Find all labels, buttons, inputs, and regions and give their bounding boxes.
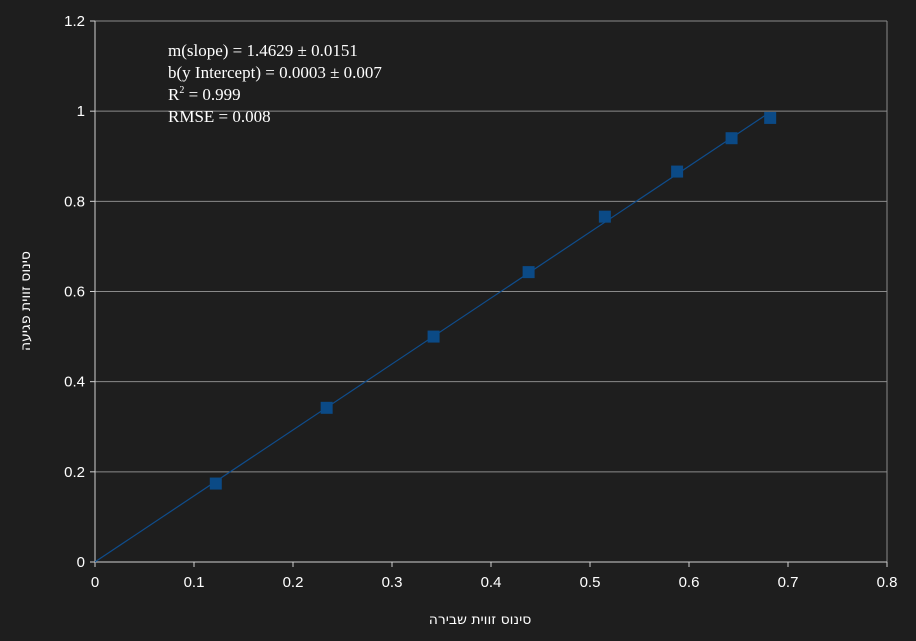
data-point — [522, 266, 535, 279]
data-point — [671, 165, 684, 178]
data-point — [725, 132, 738, 145]
y-tick-label: 0.2 — [64, 464, 85, 481]
data-point — [320, 401, 333, 414]
y-tick-label: 0.8 — [64, 193, 85, 210]
fit-annotation: m(slope) = 1.4629 ± 0.0151 b(y Intercept… — [168, 41, 382, 126]
x-tick-label: 0.6 — [679, 574, 700, 591]
x-tick-label: 0.5 — [580, 574, 601, 591]
y-tick-label: 0.4 — [64, 374, 85, 391]
y-axis-label: סינוס זווית פגיעה — [18, 251, 34, 351]
fit-slope-text: m(slope) = 1.4629 ± 0.0151 — [168, 41, 358, 60]
x-tick-label: 0.8 — [877, 574, 898, 591]
fit-r2-value: = 0.999 — [184, 85, 240, 104]
grid-layer — [95, 20, 887, 473]
data-point — [598, 210, 611, 223]
x-tick-label: 0.4 — [481, 574, 502, 591]
fit-rmse-text: RMSE = 0.008 — [168, 107, 271, 126]
fit-r2-text: R2 = 0.999 — [168, 85, 241, 104]
x-tick-label: 0.3 — [382, 574, 403, 591]
y-tick-label: 1.2 — [64, 13, 85, 30]
y-tick-label: 0.6 — [64, 284, 85, 301]
x-tick-label: 0 — [91, 574, 99, 591]
data-point — [764, 111, 777, 124]
fit-intercept-text: b(y Intercept) = 0.0003 ± 0.007 — [168, 63, 382, 82]
data-point — [427, 330, 440, 343]
y-tick-label: 1 — [77, 103, 85, 120]
x-tick-label: 0.7 — [778, 574, 799, 591]
fit-r2-base: R — [168, 85, 180, 104]
data-point — [209, 477, 222, 490]
x-tick-label: 0.2 — [283, 574, 304, 591]
fit-r2-superscript: 2 — [179, 85, 184, 96]
data-points — [209, 111, 777, 490]
axes-layer — [90, 20, 888, 567]
x-tick-label: 0.1 — [184, 574, 205, 591]
x-axis-label: סינוס זווית שבירה — [429, 612, 532, 628]
tick-labels: 0 0.2 0.4 0.6 0.8 1 1.2 0 0.1 0.2 0.3 0.4 0.5 0.6 0.7 0… — [64, 13, 897, 591]
y-tick-label: 0 — [77, 554, 85, 571]
